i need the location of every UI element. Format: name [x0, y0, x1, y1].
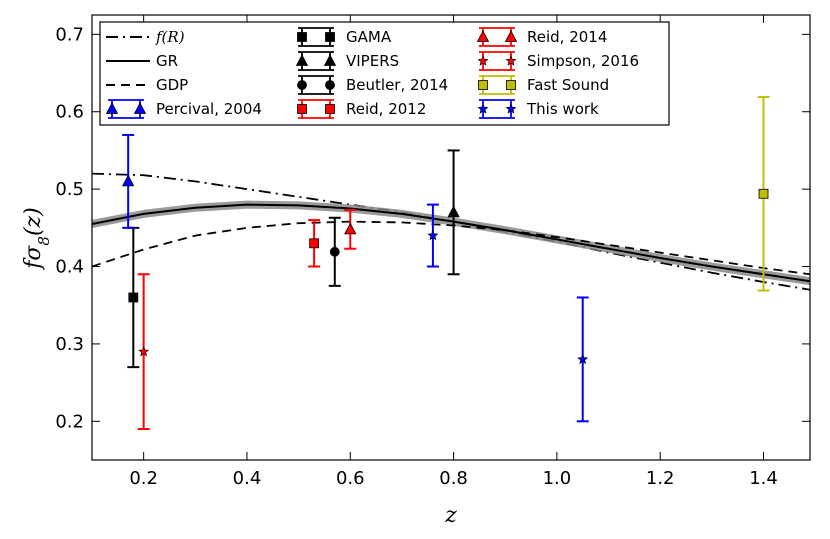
legend-marker	[505, 55, 517, 66]
marker-reid-2014	[344, 222, 357, 235]
legend-item-f-r: f(R)	[106, 28, 185, 46]
legend-label: Beutler, 2014	[346, 76, 448, 94]
plot-frame	[91, 14, 811, 461]
legend-marker	[297, 104, 307, 114]
point-fast-sound-0	[757, 96, 770, 292]
point-this-work-0	[426, 203, 439, 268]
point-reid-2012-0	[308, 219, 321, 268]
marker-gama	[128, 292, 139, 303]
point-beutler-2014-0	[328, 216, 341, 287]
legend-item-reid-2014: Reid, 2014	[476, 27, 607, 47]
legend-item-beutler-2014: Beutler, 2014	[297, 75, 448, 95]
point-reid-2014-0	[344, 209, 357, 250]
legend: f(R) GR GDP Percival, 2004 GAMA VIPERS Beutler…	[99, 21, 670, 126]
marker-beutler-2014	[329, 246, 340, 257]
axis-ticks: 0.2 0.4 0.6 0.8 1.0 1.2 1.4 0.2 0.3 0.4 0.5 0.6 0.7	[55, 15, 810, 489]
y-tick-label: 0.3	[55, 334, 84, 355]
marker-this-work	[427, 229, 439, 241]
point-percival-2004-0	[121, 133, 135, 229]
legend-marker	[325, 104, 335, 114]
legend-label: Reid, 2012	[346, 100, 426, 118]
legend-marker	[477, 103, 489, 114]
marker-fast-sound	[758, 188, 769, 199]
marker-simpson-2016	[138, 345, 150, 357]
legend-item-percival-2004: Percival, 2004	[105, 99, 262, 119]
x-tick-label: 1.2	[646, 468, 675, 489]
legend-label: This work	[526, 100, 599, 118]
legend-label: f(R)	[155, 28, 185, 46]
x-axis-label: z	[444, 503, 457, 528]
data-points	[121, 96, 770, 431]
legend-marker	[325, 80, 335, 90]
x-tick-label: 0.8	[439, 468, 468, 489]
legend-label: Reid, 2014	[527, 28, 607, 46]
legend-marker	[476, 30, 490, 42]
legend-marker	[325, 32, 335, 42]
legend-label: GAMA	[346, 28, 392, 46]
point-vipers-0	[447, 149, 460, 276]
y-axis-label: fσ8(z)	[21, 207, 53, 270]
legend-item-gdp: GDP	[106, 76, 188, 94]
legend-item-vipers: VIPERS	[295, 51, 399, 71]
y-tick-label: 0.7	[55, 24, 84, 45]
x-tick-label: 0.4	[233, 468, 262, 489]
y-tick-label: 0.2	[55, 411, 84, 432]
x-tick-label: 0.6	[336, 468, 365, 489]
legend-item-fast-sound: Fast Sound	[478, 75, 609, 95]
y-tick-label: 0.5	[55, 179, 84, 200]
x-tick-label: 1.4	[749, 468, 778, 489]
legend-label: VIPERS	[346, 52, 399, 70]
marker-reid-2012	[309, 238, 320, 249]
legend-marker	[506, 80, 516, 90]
x-tick-label: 0.2	[129, 468, 158, 489]
model-curves	[92, 172, 810, 291]
legend-label: Simpson, 2016	[527, 52, 639, 70]
marker-vipers	[447, 205, 460, 218]
legend-marker	[297, 80, 307, 90]
legend-item-simpson-2016: Simpson, 2016	[477, 51, 639, 71]
legend-box	[99, 21, 670, 126]
legend-item-gr: GR	[106, 52, 178, 70]
legend-marker	[133, 102, 147, 114]
x-tick-label: 1.0	[543, 468, 572, 489]
y-tick-label: 0.4	[55, 257, 84, 278]
legend-marker	[295, 54, 309, 66]
legend-item-reid-2012: Reid, 2012	[297, 99, 426, 119]
legend-label: GR	[156, 52, 178, 70]
legend-marker	[478, 80, 488, 90]
curve-f-r	[92, 172, 810, 291]
legend-item-this-work: This work	[477, 99, 599, 119]
marker-this-work	[577, 353, 589, 365]
marker-percival-2004	[121, 174, 135, 187]
legend-item-gama: GAMA	[297, 27, 392, 47]
legend-label: Fast Sound	[527, 76, 609, 94]
point-gama-0	[127, 226, 140, 369]
y-tick-label: 0.6	[55, 102, 84, 123]
legend-marker	[505, 103, 517, 114]
legend-label: Percival, 2004	[156, 100, 262, 118]
legend-marker	[105, 102, 119, 114]
legend-label: GDP	[156, 76, 188, 94]
point-simpson-2016-0	[137, 273, 150, 431]
legend-marker	[297, 32, 307, 42]
legend-marker	[504, 30, 518, 42]
legend-marker	[323, 54, 337, 66]
point-this-work-1	[576, 296, 589, 423]
legend-marker	[477, 55, 489, 66]
